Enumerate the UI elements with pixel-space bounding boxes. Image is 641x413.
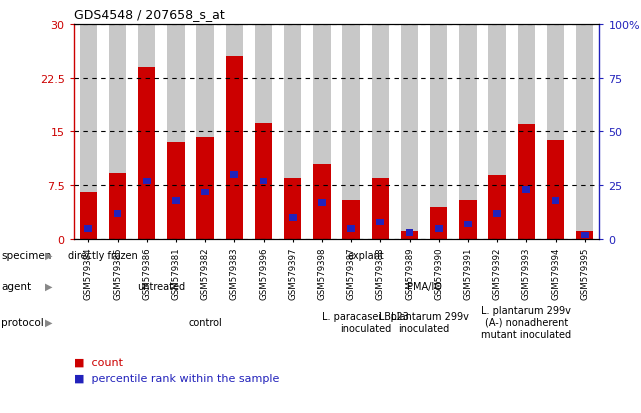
Bar [517,25,535,240]
Bar [201,189,209,195]
Bar [79,25,97,240]
Bar [376,219,384,225]
Bar [254,25,272,240]
Text: ■  percentile rank within the sample: ■ percentile rank within the sample [74,373,279,383]
Bar [430,207,447,240]
Bar [143,178,151,185]
Bar [406,230,413,236]
Text: untreated: untreated [137,281,185,291]
Text: ▶: ▶ [45,281,53,291]
Bar [289,215,297,221]
Bar [79,193,97,240]
Bar [435,225,443,232]
Bar [522,187,530,193]
Bar [109,174,126,240]
Bar [226,57,243,240]
Text: L. paracasei BL23
inoculated: L. paracasei BL23 inoculated [322,311,409,333]
Bar [226,25,243,240]
Bar [493,211,501,217]
Bar [172,198,180,204]
Bar [113,211,121,217]
Bar [372,179,389,240]
Text: agent: agent [1,281,31,291]
Bar [138,68,156,240]
Bar [581,232,588,238]
Bar [517,125,535,240]
Bar [459,25,477,240]
Bar [313,164,331,240]
Bar [576,25,594,240]
Bar [488,25,506,240]
Bar [459,200,477,240]
Bar [284,179,301,240]
Bar [85,225,92,232]
Text: control: control [188,317,222,327]
Bar [464,221,472,228]
Bar [488,175,506,240]
Bar [254,123,272,240]
Bar [576,231,594,240]
Bar [318,200,326,206]
Bar [552,198,560,204]
Text: L. plantarum 299v
(A-) nonadherent
mutant inoculated: L. plantarum 299v (A-) nonadherent mutan… [481,305,571,339]
Bar [109,25,126,240]
Bar [196,138,214,240]
Bar [430,25,447,240]
Text: ▶: ▶ [45,250,53,260]
Text: ■  count: ■ count [74,357,122,367]
Bar [401,231,419,240]
Bar [372,25,389,240]
Bar [167,143,185,240]
Bar [342,200,360,240]
Text: PMA/IO: PMA/IO [406,281,442,291]
Text: protocol: protocol [1,317,44,327]
Bar [196,25,214,240]
Bar [138,25,156,240]
Bar [401,25,419,240]
Bar [347,225,355,232]
Bar [230,172,238,178]
Bar [167,25,185,240]
Text: L. plantarum 299v
inoculated: L. plantarum 299v inoculated [379,311,469,333]
Bar [260,178,267,185]
Bar [342,25,360,240]
Bar [313,25,331,240]
Text: directly frozen: directly frozen [68,250,138,260]
Bar [284,25,301,240]
Text: explant: explant [347,250,384,260]
Bar [547,25,564,240]
Text: ▶: ▶ [45,317,53,327]
Bar [547,141,564,240]
Text: GDS4548 / 207658_s_at: GDS4548 / 207658_s_at [74,8,224,21]
Text: specimen: specimen [1,250,52,260]
